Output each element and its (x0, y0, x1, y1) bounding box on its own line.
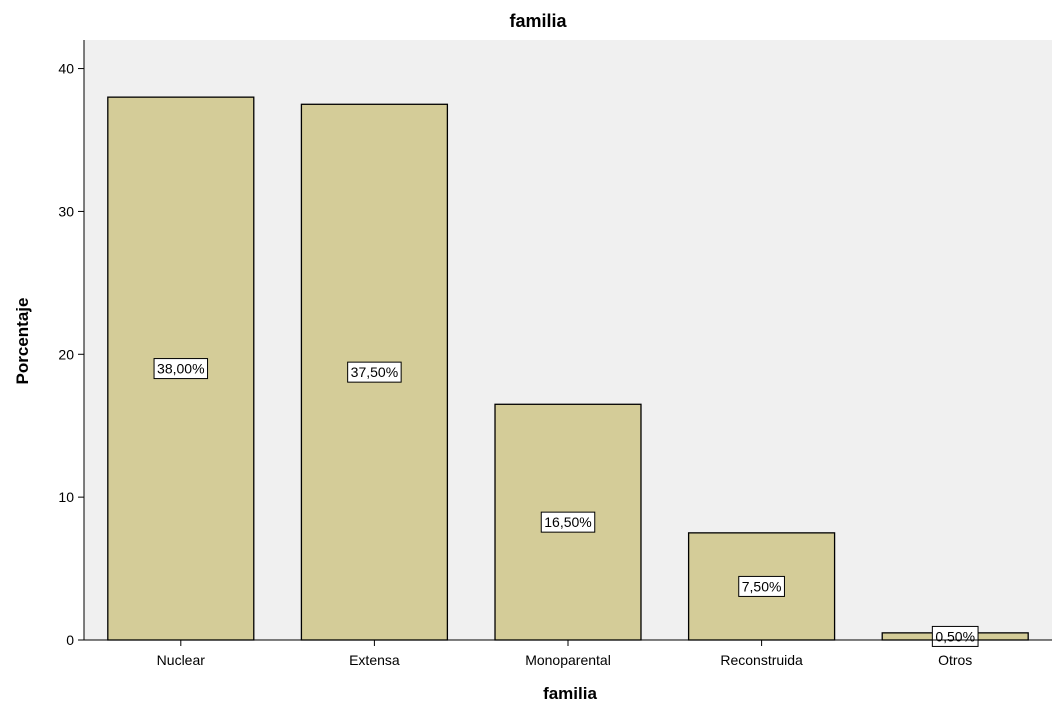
y-tick-label: 10 (58, 489, 74, 505)
plot-area: Nuclear 38,00% Extensa 37,50% Monoparental 16… (58, 40, 1052, 668)
y-tick-label: 0 (66, 632, 74, 648)
x-tick-label: Reconstruida (720, 652, 803, 668)
x-tick-label: Otros (938, 652, 972, 668)
data-label-box (347, 361, 402, 383)
data-label-box (540, 511, 596, 533)
data-label: 16,50% (544, 514, 591, 530)
data-label: 7,50% (742, 578, 782, 594)
data-label: 0,50% (935, 628, 975, 644)
data-label: 38,00% (157, 361, 204, 377)
data-label-box (153, 358, 209, 380)
data-label-box (931, 625, 979, 647)
chart-title: familia (509, 11, 567, 31)
y-axis-title: Porcentaje (13, 298, 32, 385)
x-tick-label: Extensa (349, 652, 400, 668)
x-tick-label: Nuclear (157, 652, 206, 668)
x-axis-title: familia (543, 684, 597, 703)
y-tick-label: 30 (58, 203, 74, 219)
data-label: 37,50% (351, 364, 398, 380)
data-label-box (738, 575, 785, 597)
y-tick-label: 40 (58, 61, 74, 77)
y-tick-label: 20 (58, 346, 74, 362)
x-tick-label: Monoparental (525, 652, 611, 668)
